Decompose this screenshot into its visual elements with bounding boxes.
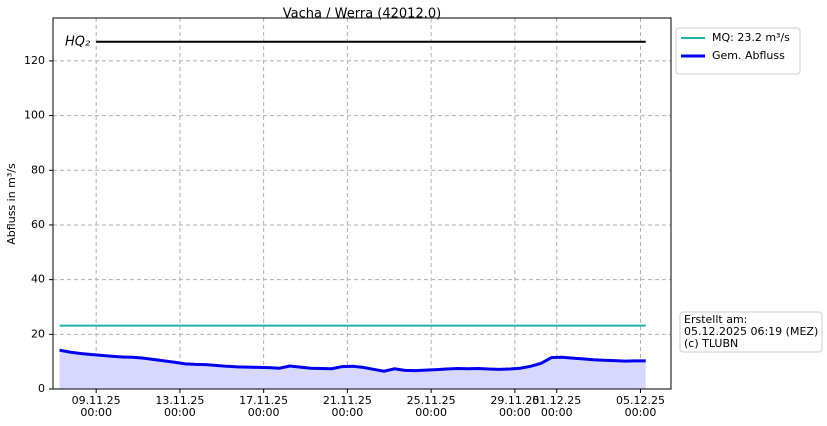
y-tick-label: 40 (31, 273, 45, 286)
y-tick-label: 120 (24, 54, 45, 67)
x-tick-label: 05.12.25 00:00 (615, 394, 665, 419)
info-box (679, 311, 823, 353)
x-tick-label: 29.11.25 00:00 (490, 394, 540, 419)
area (59, 350, 646, 389)
y-tick-label: 20 (31, 327, 45, 340)
y-tick-label: 60 (31, 218, 45, 231)
plot-frame (52, 17, 672, 390)
x-tick-label: 21.11.25 00:00 (322, 394, 372, 419)
legend-box (675, 27, 801, 75)
legend-label: MQ: 23.2 m³/s (712, 31, 790, 44)
x-tick-label: 13.11.25 00:00 (155, 394, 205, 419)
y-axis-label: Abfluss in m³/s (5, 163, 18, 245)
x-tick-label: 01.12.25 00:00 (532, 394, 582, 419)
y-tick-label: 0 (38, 382, 45, 395)
info-text: (c) TLUBN (684, 337, 738, 350)
chart-title: Vacha / Werra (42012.0) (283, 7, 441, 22)
y-tick-label: 100 (24, 109, 45, 122)
x-tick-label: 09.11.25 00:00 (71, 394, 121, 419)
y-tick-label: 80 (31, 163, 45, 176)
info-text: 05.12.2025 06:19 (MEZ) (684, 325, 818, 338)
x-tick-label: 17.11.25 00:00 (239, 394, 289, 419)
legend-label: Gem. Abfluss (712, 49, 785, 62)
line-annotation: HQ₂ (65, 34, 90, 49)
info-text: Erstellt am: (684, 313, 747, 326)
line (59, 348, 646, 373)
x-tick-label: 25.11.25 00:00 (406, 394, 456, 419)
